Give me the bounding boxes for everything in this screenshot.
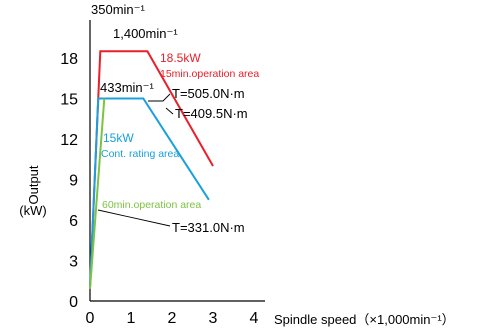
x-tick-labels: 0 1 2 3 4: [86, 310, 259, 327]
y-tick-label: 18: [60, 51, 78, 68]
leader-torque-4095: [165, 107, 174, 115]
y-tick-label: 9: [69, 173, 78, 190]
y-tick-label: 3: [69, 254, 78, 271]
y-tick-label: 0: [69, 294, 78, 311]
series-lines: [89, 50, 214, 289]
y-axis-label-output: Output: [26, 165, 41, 204]
annotation-speed-1400: 1,400min⁻¹: [113, 26, 178, 41]
annotation-red-area: 15min.operation area: [160, 68, 259, 80]
series-line-2: [89, 98, 106, 289]
leader-torque-331: [97, 209, 171, 227]
annotation-red-kw: 18.5kW: [160, 51, 201, 65]
x-tick-label: 4: [250, 310, 259, 327]
annotation-torque-331: T=331.0N·m: [172, 220, 245, 235]
y-tick-label: 6: [69, 213, 78, 230]
y-tick-label: 15: [60, 92, 78, 109]
annotation-torque-4095: T=409.5N·m: [175, 106, 248, 121]
x-tick-label: 2: [168, 310, 177, 327]
y-tick-label: 12: [60, 132, 78, 149]
x-tick-label: 3: [209, 310, 218, 327]
leader-torque-505: [148, 93, 171, 102]
annotation-blue-area: Cont. rating area: [101, 148, 179, 160]
x-axis-label: Spindle speed（×1,000min⁻¹）: [274, 312, 455, 327]
y-tick-labels: 0 3 6 9 12 15 18: [60, 51, 78, 311]
y-axis-label-unit: (kW): [19, 203, 46, 218]
series-line-1: [89, 97, 210, 288]
annotation-green-area: 60min.operation area: [102, 199, 201, 211]
x-tick-label: 0: [86, 310, 95, 327]
x-tick-label: 1: [127, 310, 136, 327]
annotation-blue-kw: 15kW: [103, 131, 134, 145]
annotation-speed-433: 433min⁻¹: [100, 80, 154, 95]
annotation-speed-350: 350min⁻¹: [91, 2, 145, 17]
annotation-torque-505: T=505.0N·m: [172, 86, 245, 101]
